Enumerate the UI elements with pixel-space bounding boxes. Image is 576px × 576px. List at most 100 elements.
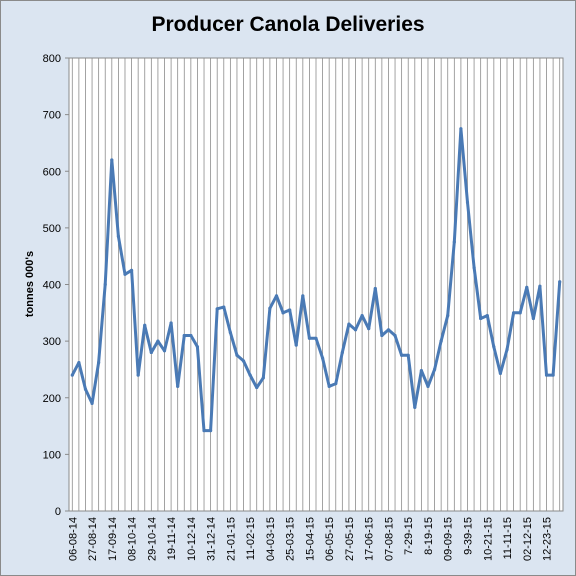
y-tick-label: 100 xyxy=(43,449,61,461)
x-tick-label: 9-39-15 xyxy=(462,517,474,555)
data-point xyxy=(274,294,279,298)
data-point xyxy=(340,350,344,355)
data-point xyxy=(301,294,305,298)
data-point xyxy=(498,371,503,376)
chart-title: Producer Canola Deliveries xyxy=(151,13,425,36)
y-tick-label: 700 xyxy=(43,110,61,122)
x-tick-label: 08-10-14 xyxy=(127,517,139,561)
data-point xyxy=(518,311,522,315)
x-tick-label: 15-04-15 xyxy=(304,517,316,561)
y-axis-ticks: 0 100 200 300 400 500 600 700 800 xyxy=(43,53,69,518)
x-tick-label: 27-05-15 xyxy=(344,517,356,561)
data-point xyxy=(97,361,101,365)
y-tick-label: 800 xyxy=(43,53,61,65)
y-tick-label: 0 xyxy=(55,506,61,518)
data-point xyxy=(143,323,147,327)
data-point xyxy=(551,373,555,377)
data-point xyxy=(386,328,391,332)
data-point xyxy=(505,348,509,352)
data-point xyxy=(353,328,358,332)
data-point xyxy=(446,314,450,318)
data-point xyxy=(235,353,239,357)
x-tick-label: 10-12-14 xyxy=(186,517,198,561)
y-axis-label: tonnes 000's xyxy=(24,251,36,317)
y-tick-label: 400 xyxy=(43,280,61,292)
data-point xyxy=(116,234,120,238)
data-point xyxy=(413,405,417,409)
x-tick-label: 07-08-15 xyxy=(383,517,395,561)
x-tick-label: 27-08-14 xyxy=(87,517,99,561)
x-tick-label: 17-09-14 xyxy=(107,517,119,561)
data-point xyxy=(485,314,489,318)
data-point xyxy=(162,349,167,353)
data-point xyxy=(307,336,312,340)
y-tick-label: 200 xyxy=(43,393,61,405)
y-tick-label: 300 xyxy=(43,336,61,348)
y-tick-label: 500 xyxy=(43,223,61,235)
data-point xyxy=(156,339,160,343)
y-tick-label: 600 xyxy=(43,166,61,178)
data-point xyxy=(459,127,463,131)
data-point xyxy=(136,373,140,377)
x-tick-label: 09-09-15 xyxy=(443,517,455,561)
data-point xyxy=(261,376,265,380)
data-point xyxy=(367,327,371,331)
data-point xyxy=(544,373,549,377)
data-point xyxy=(439,339,443,343)
data-point xyxy=(320,356,325,360)
data-point xyxy=(215,307,219,311)
data-point xyxy=(479,316,483,321)
x-tick-label: 31-12-14 xyxy=(206,517,218,561)
data-point xyxy=(452,240,456,244)
data-point xyxy=(268,306,272,310)
data-point xyxy=(400,353,404,357)
data-point xyxy=(281,311,285,315)
x-tick-label: 29-10-14 xyxy=(146,517,158,561)
data-point xyxy=(314,336,318,340)
data-point xyxy=(538,284,542,288)
x-tick-label: 21-01-15 xyxy=(225,517,237,561)
x-tick-label: 02-12-15 xyxy=(522,517,534,561)
data-point xyxy=(176,384,180,389)
x-tick-label: 06-05-15 xyxy=(324,517,336,561)
data-point xyxy=(248,373,252,377)
data-point xyxy=(77,361,81,365)
data-point xyxy=(432,367,437,372)
data-point xyxy=(149,350,153,355)
x-tick-label: 19-11-14 xyxy=(166,517,178,560)
data-point xyxy=(70,373,74,377)
x-tick-label: 17-06-15 xyxy=(364,517,376,561)
data-point xyxy=(241,359,246,363)
data-point xyxy=(511,311,516,315)
data-point xyxy=(347,322,351,326)
data-point xyxy=(189,333,193,338)
data-point xyxy=(393,333,397,338)
data-point xyxy=(380,333,384,338)
data-point xyxy=(373,286,377,291)
data-point xyxy=(525,285,529,289)
data-point xyxy=(426,384,430,389)
data-point xyxy=(406,353,410,357)
data-point xyxy=(222,305,226,309)
data-point xyxy=(558,280,562,284)
data-point xyxy=(531,316,535,321)
x-tick-label: 25-03-15 xyxy=(285,517,297,561)
data-point xyxy=(288,308,292,312)
data-point xyxy=(182,333,186,338)
x-tick-label: 11-02-15 xyxy=(245,517,257,560)
gridlines xyxy=(71,58,561,511)
x-tick-label: 06-08-14 xyxy=(67,517,79,561)
x-axis-ticks: 06-08-14 27-08-14 17-09-14 08-10-14 29-10-14… xyxy=(67,517,553,561)
data-point xyxy=(419,368,423,373)
x-tick-label: 04-03-15 xyxy=(265,517,277,561)
data-point xyxy=(129,268,134,272)
data-point xyxy=(209,428,213,433)
data-point xyxy=(334,381,338,386)
data-point xyxy=(255,385,259,390)
data-point xyxy=(123,272,127,276)
x-tick-label: 12-23-15 xyxy=(542,517,554,561)
data-point xyxy=(360,314,364,318)
data-point xyxy=(202,428,206,433)
data-point xyxy=(492,345,496,349)
